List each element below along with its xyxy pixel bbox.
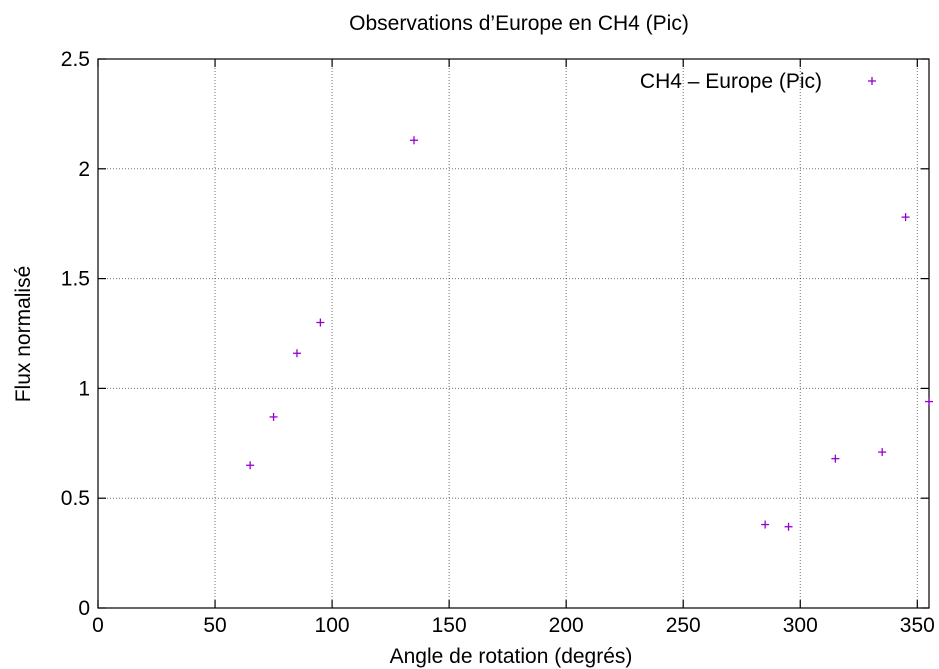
y-axis-label: Flux normalisé <box>12 266 35 403</box>
y-tick-label: 0 <box>78 597 90 620</box>
legend-marker <box>868 77 876 85</box>
y-tick-label: 1 <box>78 377 90 400</box>
x-tick-label: 50 <box>203 614 226 637</box>
x-tick-label: 150 <box>432 614 467 637</box>
data-point <box>410 136 419 145</box>
x-axis-label: Angle de rotation (degrés) <box>390 645 633 668</box>
y-tick-label: 2 <box>78 158 90 181</box>
x-tick-label: 350 <box>900 614 935 637</box>
grid-lines <box>98 59 929 608</box>
data-points <box>246 136 933 531</box>
x-axis: 0 50 100 150 200 250 300 350 <box>92 59 935 637</box>
legend: CH4 – Europe (Pic) <box>640 70 876 93</box>
x-tick-label: 250 <box>666 614 701 637</box>
data-point <box>831 454 840 463</box>
data-point <box>878 448 887 457</box>
plot-frame <box>97 58 930 609</box>
data-point <box>761 520 770 529</box>
data-point <box>269 412 278 421</box>
chart-title: Observations d’Europe en CH4 (Pic) <box>349 12 689 35</box>
y-tick-label: 0.5 <box>61 487 90 510</box>
data-point <box>316 318 325 327</box>
x-tick-label: 0 <box>92 614 104 637</box>
data-point <box>784 522 793 531</box>
x-tick-label: 100 <box>315 614 350 637</box>
data-point <box>925 397 933 406</box>
y-axis: 0 0.5 1 1.5 2 2.5 <box>61 48 929 620</box>
x-tick-label: 200 <box>549 614 584 637</box>
x-tick-label: 300 <box>783 614 818 637</box>
data-point <box>901 213 910 222</box>
y-tick-label: 1.5 <box>61 268 90 291</box>
y-tick-label: 2.5 <box>61 48 90 71</box>
data-point <box>292 349 301 358</box>
legend-label: CH4 – Europe (Pic) <box>640 70 822 93</box>
data-point <box>246 461 255 470</box>
